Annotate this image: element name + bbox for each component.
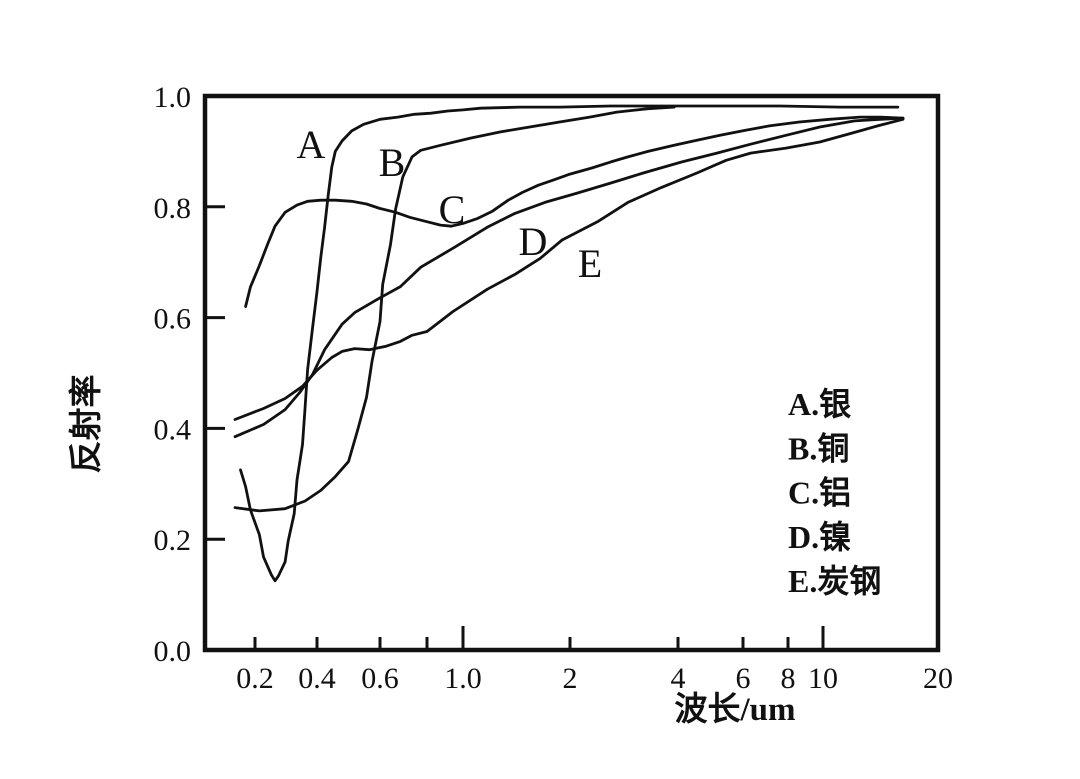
curve-label-A: A [297,122,326,167]
y-tick-label-0.0: 0.0 [154,635,192,668]
y-tick-label-0.2: 0.2 [154,524,192,557]
curve-label-B: B [379,140,406,185]
x-tick-label-1.0: 1.0 [444,662,482,695]
x-tick-label-2: 2 [563,662,578,695]
x-axis-title: 波长/um [674,691,795,728]
curve-E [233,117,905,421]
x-tick-label-20: 20 [923,662,953,695]
legend-item-D: D.镍 [788,519,851,555]
curve-B [233,105,676,513]
x-tick-labels: 0.2 0.4 0.6 1.0 2 4 6 8 10 20 [236,662,953,695]
legend-item-C: C.铝 [788,475,851,511]
curve-label-E: E [578,241,602,286]
curve-label-C: C [439,187,466,232]
x-tick-label-4: 4 [671,662,686,695]
y-tick-label-0.4: 0.4 [154,413,192,446]
axis-ticks [205,205,825,650]
x-tick-label-0.6: 0.6 [361,662,399,695]
data-curves [233,104,905,583]
y-tick-label-0.8: 0.8 [154,192,192,225]
y-tick-label-1.0: 1.0 [154,81,192,114]
x-tick-label-6: 6 [736,662,751,695]
y-axis-title: 反射率 [68,375,105,474]
x-tick-label-10: 10 [808,662,838,695]
x-tick-label-8: 8 [781,662,796,695]
x-tick-label-0.4: 0.4 [298,662,336,695]
curve-C [244,115,905,308]
y-tick-labels: 0.0 0.2 0.4 0.6 0.8 1.0 [154,81,192,668]
curve-label-D: D [519,219,548,264]
curve-A [239,104,900,583]
curve-D [233,116,905,439]
legend: A.银 B.铜 C.铝 D.镍 E.炭钢 [788,386,881,599]
y-tick-label-0.6: 0.6 [154,303,192,336]
legend-item-B: B.铜 [788,430,849,466]
legend-item-E: E.炭钢 [788,563,881,599]
x-tick-label-0.2: 0.2 [236,662,274,695]
curve-letter-labels: A BC D E [297,122,603,286]
legend-item-A: A.银 [788,386,851,422]
